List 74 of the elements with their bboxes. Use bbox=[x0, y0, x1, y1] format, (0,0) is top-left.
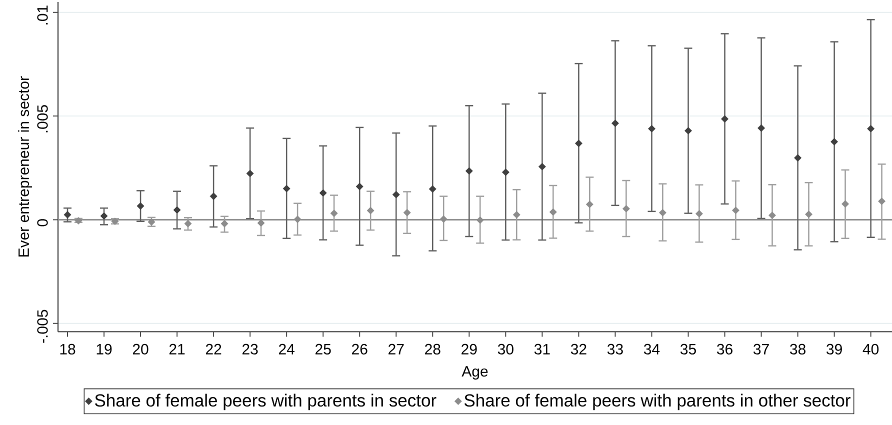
x-tick-label: 23 bbox=[242, 344, 258, 354]
y-tick-label: -.005 bbox=[37, 310, 48, 343]
x-tick-label: 34 bbox=[644, 344, 660, 354]
point bbox=[100, 212, 108, 220]
x-tick-label: 26 bbox=[352, 344, 368, 354]
y-tick-label: .01 bbox=[37, 6, 48, 24]
point bbox=[586, 200, 594, 208]
x-tick-label: 33 bbox=[607, 344, 623, 354]
point bbox=[768, 212, 776, 220]
point bbox=[403, 208, 411, 216]
point bbox=[476, 216, 484, 224]
x-tick-label: 20 bbox=[132, 344, 148, 354]
point bbox=[282, 184, 290, 192]
point bbox=[549, 208, 557, 216]
point bbox=[257, 219, 265, 227]
point bbox=[465, 167, 473, 175]
point bbox=[246, 170, 254, 178]
point bbox=[611, 120, 619, 128]
x-tick-label: 35 bbox=[680, 344, 696, 354]
point bbox=[392, 190, 400, 198]
x-tick-label: 39 bbox=[826, 344, 842, 354]
point bbox=[136, 202, 144, 210]
y-axis-title: Ever entrepreneur in sector bbox=[18, 76, 32, 256]
point bbox=[502, 168, 510, 176]
point bbox=[695, 210, 703, 218]
point bbox=[721, 115, 728, 123]
point bbox=[658, 208, 666, 216]
legend-label: Share of female peers with parents in other sector bbox=[464, 394, 850, 410]
point bbox=[440, 215, 448, 223]
x-tick-label: 24 bbox=[279, 344, 294, 354]
point bbox=[294, 216, 302, 224]
x-axis-title: Age bbox=[462, 366, 488, 380]
x-tick-label: 19 bbox=[96, 344, 112, 354]
x-tick-label: 29 bbox=[462, 344, 477, 354]
x-tick-label: 28 bbox=[425, 344, 440, 354]
point bbox=[512, 211, 520, 218]
point bbox=[867, 124, 875, 132]
point bbox=[830, 138, 838, 146]
point bbox=[805, 210, 812, 218]
x-tick-label: 38 bbox=[790, 344, 806, 354]
x-tick-label: 31 bbox=[534, 344, 550, 354]
x-tick-label: 21 bbox=[169, 344, 185, 354]
point bbox=[794, 154, 802, 162]
point bbox=[428, 185, 436, 193]
point bbox=[173, 206, 181, 214]
point bbox=[330, 210, 338, 218]
point bbox=[622, 204, 630, 212]
point bbox=[366, 206, 374, 214]
x-tick-label: 27 bbox=[388, 344, 404, 354]
point bbox=[319, 189, 327, 197]
x-tick-label: 30 bbox=[498, 344, 514, 354]
x-tick-label: 37 bbox=[754, 344, 769, 354]
point bbox=[758, 124, 766, 132]
point bbox=[574, 140, 582, 148]
x-tick-label: 22 bbox=[206, 344, 222, 354]
point bbox=[732, 206, 740, 214]
point bbox=[684, 127, 692, 134]
point bbox=[842, 200, 849, 208]
point bbox=[356, 182, 364, 190]
point bbox=[220, 220, 228, 228]
x-tick-label: 36 bbox=[716, 344, 732, 354]
point bbox=[64, 211, 72, 218]
y-tick-label: 0 bbox=[37, 219, 48, 226]
x-tick-label: 40 bbox=[862, 344, 879, 354]
point bbox=[538, 162, 546, 170]
point bbox=[184, 220, 192, 228]
point bbox=[878, 198, 886, 205]
point bbox=[210, 192, 218, 200]
legend-label: Share of female peers with parents in sector bbox=[95, 394, 436, 410]
point bbox=[648, 124, 656, 132]
x-tick-label: 32 bbox=[570, 344, 586, 354]
x-tick-label: 18 bbox=[60, 344, 76, 354]
y-tick-label: .005 bbox=[37, 105, 48, 132]
x-tick-label: 25 bbox=[316, 344, 331, 354]
